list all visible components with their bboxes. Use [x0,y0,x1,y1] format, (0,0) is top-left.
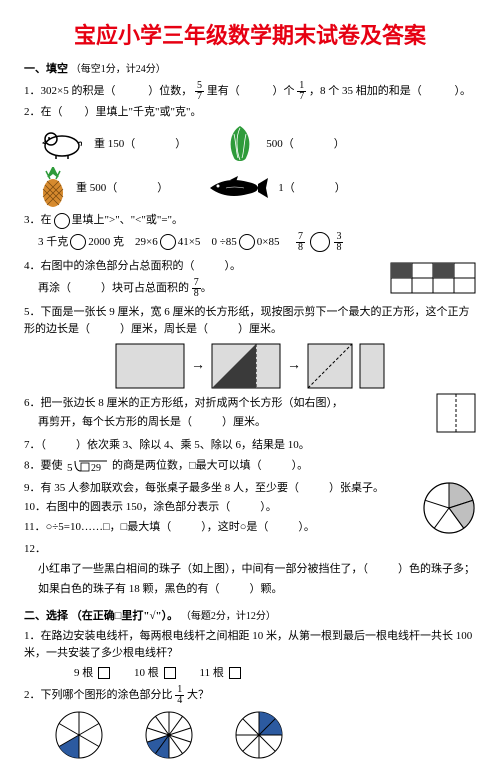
s2-q1: 1．在路边安装电线杆，每两根电线杆之间相距 10 米，从第一根到最后一根电线杆一… [24,628,476,663]
q1-b: ）位数， [148,85,192,97]
q8-b: 的商是两位数，□最大可以填（ [112,459,262,471]
q2-row1: 重 150（） 500（） [24,124,476,164]
frac-7-8b: 78 [192,278,201,299]
circle-icon [239,234,255,250]
q2-cabbage: 500（） [266,136,345,154]
q1-c: 里有（ [207,85,240,97]
q2-row2: 重 500（） 1（） [24,167,476,209]
q3-3b: 0×85 [257,236,280,248]
choice-c[interactable]: 11 根 [200,665,243,683]
q5-figs: → → [24,343,476,389]
q2-pig: 重 150（） [94,136,186,154]
frac-5-7: 57 [195,81,204,102]
frac-1-7: 17 [297,81,306,102]
s2-bold: （在正确□里打"√"）。 [71,610,178,622]
fold-square-icon [436,393,476,433]
q4: 4．右图中的涂色部分占总面积的（）。 [24,258,382,276]
frac-3-8: 38 [334,232,343,253]
s1-note: （每空1分，计24分） [71,64,166,75]
q1: 1．302×5 的积是（ ）位数， 57 里有（ ）个 17 ，8 个 35 相… [24,81,476,102]
q6b: 再剪开，每个长方形的周长是（）厘米。 [24,414,428,432]
q10: 10．右图中的圆表示 150，涂色部分表示（）。 [24,499,414,517]
pie-q10-icon [422,481,476,535]
q8-a: 8．要使 [24,459,63,471]
q8-c: ）。 [292,459,309,471]
q3-3a: 0 ÷85 [211,236,236,248]
s2-q2-figs [24,710,476,760]
circle-icon [310,232,330,252]
s1-head: 一、填空 [24,63,68,75]
q3-2a: 29×6 [135,236,158,248]
circle-icon [54,213,70,229]
square-icon [307,343,353,389]
svg-text:5: 5 [67,462,73,474]
pie-b-icon[interactable] [144,710,194,760]
q3-b: 里填上">"、"<"或"="。 [72,214,184,226]
arrow-icon: → [287,355,301,377]
exam-page: 宝应小学三年级数学期末试卷及答案 一、填空 （每空1分，计24分） 1．302×… [0,0,500,782]
checkbox-icon[interactable] [98,667,110,679]
q3-2b: 41×5 [178,236,201,248]
pie-c-icon[interactable] [234,710,284,760]
section1-head: 一、填空 （每空1分，计24分） [24,61,476,79]
q9: 9．有 35 人参加联欢会，每张桌子最多坐 8 人，至少要（）张桌子。 [24,480,414,498]
q3: 3．在 里填上">"、"<"或"="。 [24,212,476,230]
s2-q2-a: 2．下列哪个图形的涂色部分比 [24,689,173,701]
checkbox-icon[interactable] [164,667,176,679]
q12a: 小红串了一些黑白相间的珠子（如上图），中间有一部分被挡住了，（）色的珠子多； [24,561,476,579]
frac-1-4: 14 [175,685,184,706]
q1-f: ）。 [454,85,471,97]
section2-head: 二、选择 （在正确□里打"√"）。 （每题2分，计12分） [24,608,476,626]
q2: 2．在（ ）里填上"千克"或"克"。 [24,104,476,122]
q7: 7．（）依次乘 3、除以 4、乘 5、除以 6，结果是 10。 [24,437,476,455]
q11: 11．○÷5=10……□，□最大填（），这时○是（）。 [24,519,414,537]
s2-q2: 2．下列哪个图形的涂色部分比 14 大？ [24,685,476,706]
choice-a[interactable]: 9 根 [74,665,112,683]
q5: 5．下面是一张长 9 厘米，宽 6 厘米的长方形纸，现按图示剪下一个最大的正方形… [24,304,476,339]
q12: 12． [24,541,476,559]
s2-head: 二、选择 [24,610,68,622]
pig-icon [38,129,86,159]
strip-icon [359,343,385,389]
q12b: 如果白色的珠子有 18 颗，黑色的有（）颗。 [24,581,476,599]
q6-row: 6．把一张边长 8 厘米的正方形纸，对折成两个长方形（如右图）， 再剪开，每个长… [24,393,476,434]
page-title: 宝应小学三年级数学期末试卷及答案 [24,18,476,53]
q1-a: 1．302×5 的积是（ [24,85,115,97]
circle-icon [70,234,86,250]
q6: 6．把一张边长 8 厘米的正方形纸，对折成两个长方形（如右图）， [24,395,428,413]
q3-1a: 3 千克 [38,236,68,248]
q1-d: ）个 [272,85,294,97]
longdiv-icon: 5 29 [67,457,107,475]
pineapple-icon [38,167,68,209]
s2-note: （每题2分，计12分） [181,611,276,622]
frac-7-8: 78 [296,232,305,253]
q2-fish: 1（） [278,180,346,198]
arrow-icon: → [191,355,205,377]
grid-2x4-icon [390,262,476,294]
rect1-icon [115,343,185,389]
s2-q1-choices: 9 根 10 根 11 根 [24,665,476,683]
q3-a: 3．在 [24,214,52,226]
q1-e: ，8 个 35 相加的和是（ [309,85,422,97]
cabbage-icon [222,124,258,164]
q8: 8．要使 5 29 的商是两位数，□最大可以填（ ）。 [24,457,476,475]
svg-text:29: 29 [91,463,101,474]
q3-1b: 2000 克 [88,236,124,248]
pie-a-icon[interactable] [54,710,104,760]
choice-b[interactable]: 10 根 [134,665,178,683]
q3-items: 3 千克 2000 克 29×6 41×5 0 ÷85 0×85 78 38 [24,232,476,253]
q4-row: 4．右图中的涂色部分占总面积的（）。 再涂（）块可占总面积的 78。 [24,256,476,301]
q2-pine: 重 500（） [76,180,168,198]
circle-icon [160,234,176,250]
q9-10-row: 9．有 35 人参加联欢会，每张桌子最多坐 8 人，至少要（）张桌子。 10．右… [24,478,476,539]
checkbox-icon[interactable] [229,667,241,679]
q4c: 再涂（）块可占总面积的 78。 [24,278,382,299]
fish-icon [204,174,270,202]
s2-q2-b: 大？ [187,689,209,701]
rect2-icon [211,343,281,389]
